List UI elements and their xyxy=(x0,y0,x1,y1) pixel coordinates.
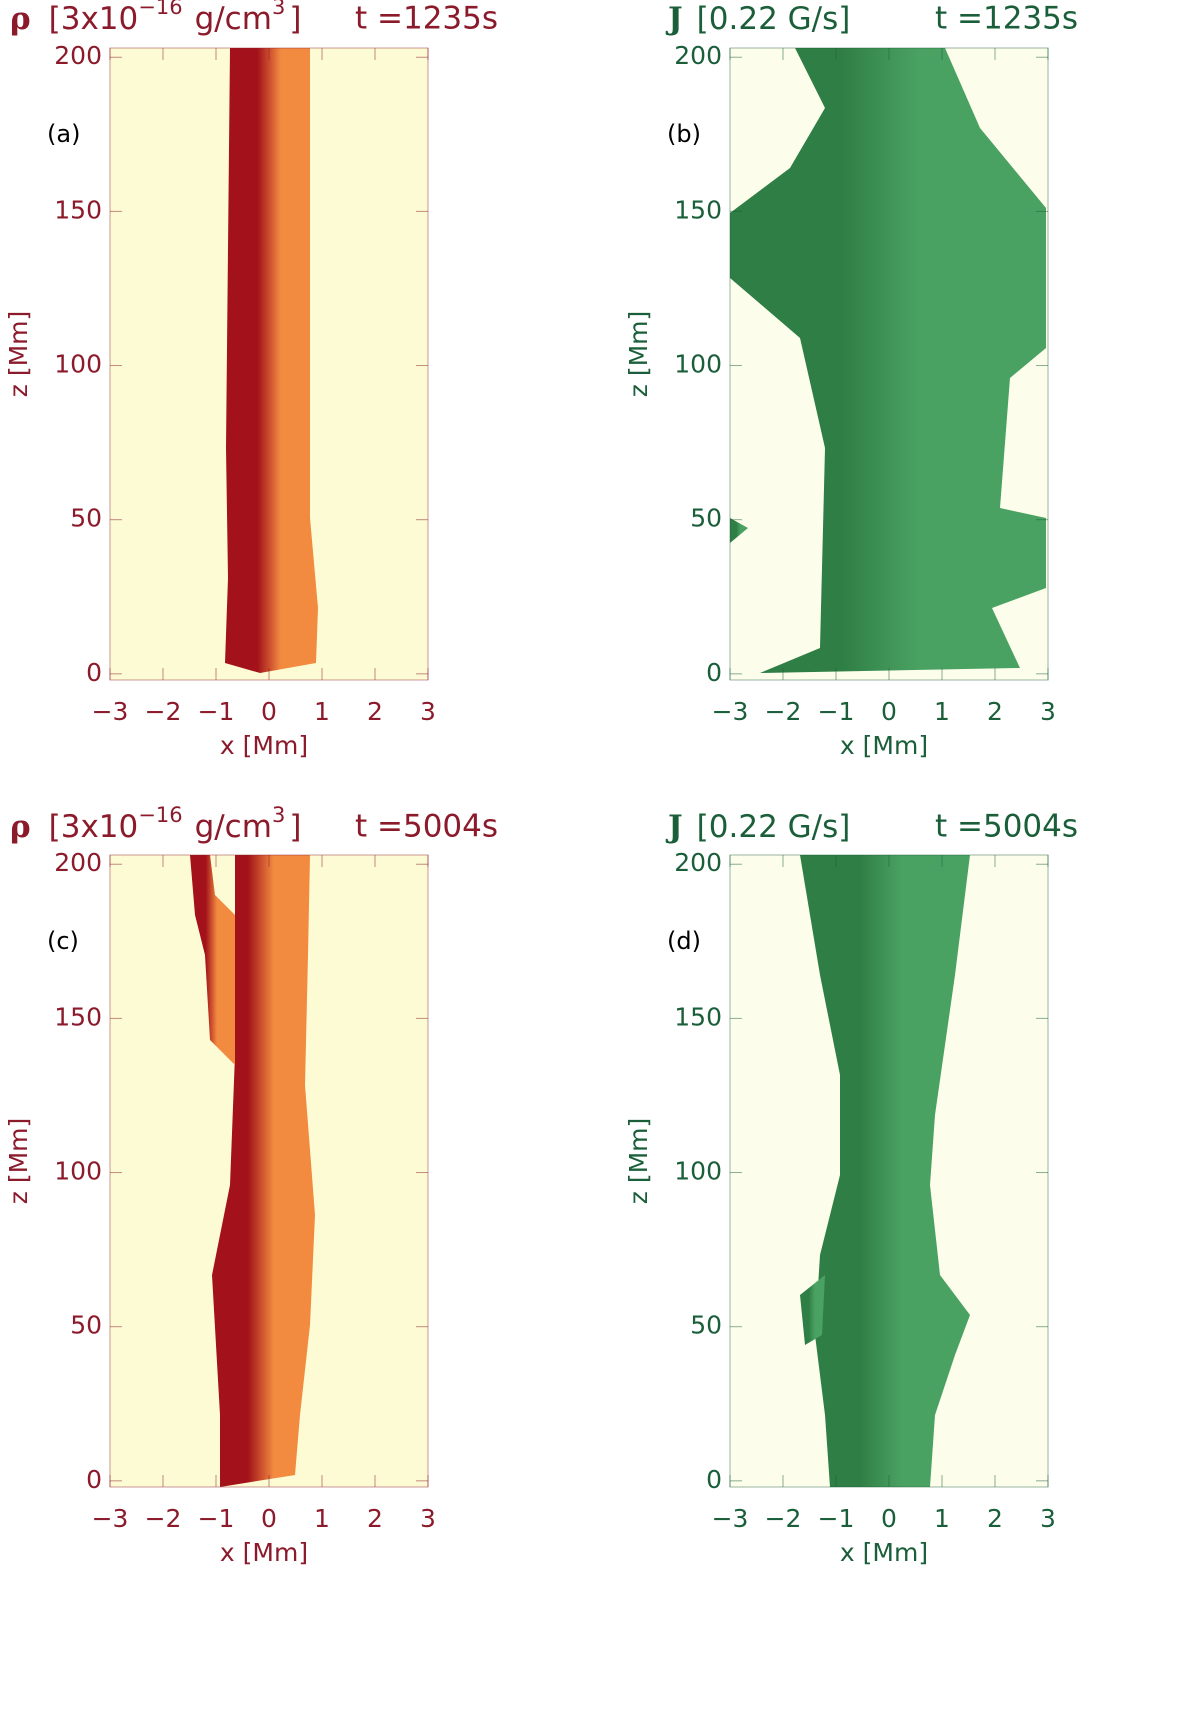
y-tick-label: 50 xyxy=(70,504,102,533)
y-tick-label: 100 xyxy=(54,1157,102,1186)
x-tick-label: 1 xyxy=(934,697,950,726)
title-part: J xyxy=(665,1,683,37)
y-tick-label: 150 xyxy=(674,1002,722,1031)
y-axis-label: z [Mm] xyxy=(624,311,653,398)
y-axis-label: z [Mm] xyxy=(4,1118,33,1205)
title-part: −16 xyxy=(138,803,182,827)
panel-title: J [0.22 G/s] xyxy=(665,809,850,845)
x-tick-label: 2 xyxy=(367,1504,383,1533)
x-tick-label: −1 xyxy=(818,1504,855,1533)
y-tick-label: 200 xyxy=(674,41,722,70)
y-tick-label: 100 xyxy=(674,1157,722,1186)
x-tick-label: 3 xyxy=(1040,1504,1056,1533)
panel-label: (c) xyxy=(47,927,79,955)
x-tick-label: 0 xyxy=(261,697,277,726)
title-part: g/cm xyxy=(195,1,272,37)
x-tick-label: 0 xyxy=(261,1504,277,1533)
title-part: ] xyxy=(289,1,301,37)
title-part: [3x10 xyxy=(49,1,139,37)
panel: −3 −2 −1 0 1 2 3 0 50 100 150 200 x [Mm] z [Mm] (d) J [0… xyxy=(624,809,1078,1568)
title-part: 3 xyxy=(272,803,285,827)
x-tick-label: −3 xyxy=(92,697,129,726)
x-tick-label: 3 xyxy=(420,1504,436,1533)
y-tick-label: 0 xyxy=(86,1465,102,1494)
y-tick-label: 100 xyxy=(674,350,722,379)
surface xyxy=(730,48,1046,673)
y-tick-label: 200 xyxy=(54,41,102,70)
y-tick-label: 150 xyxy=(54,195,102,224)
surface xyxy=(730,518,748,543)
panel: −3 −2 −1 0 1 2 3 0 50 100 150 200 x [Mm] z [Mm] (c) ρ [3… xyxy=(4,803,498,1567)
y-tick-label: 200 xyxy=(674,848,722,877)
y-tick-label: 0 xyxy=(706,658,722,687)
panel-title: ρ [3x10−16 g/cm3] xyxy=(10,0,301,37)
x-axis-label: x [Mm] xyxy=(840,1538,928,1567)
x-tick-label: −3 xyxy=(92,1504,129,1533)
title-part: ] xyxy=(289,809,301,845)
panel: −3 −2 −1 0 1 2 3 0 50 100 150 200 x [Mm] z [Mm] (b) J [0… xyxy=(624,1,1078,761)
x-tick-label: 2 xyxy=(367,697,383,726)
x-tick-label: 1 xyxy=(314,697,330,726)
surface xyxy=(800,855,970,1487)
title-part: [0.22 G/s] xyxy=(697,809,851,845)
y-tick-label: 100 xyxy=(54,350,102,379)
title-part: ρ xyxy=(10,809,31,845)
x-tick-label: 2 xyxy=(987,697,1003,726)
x-tick-label: 0 xyxy=(881,697,897,726)
title-part: ρ xyxy=(10,1,31,37)
title-part: [0.22 G/s] xyxy=(697,1,851,37)
title-part: −16 xyxy=(138,0,182,19)
surface xyxy=(800,1275,825,1345)
x-axis-label: x [Mm] xyxy=(840,731,928,760)
y-tick-label: 0 xyxy=(706,1465,722,1494)
x-tick-label: −2 xyxy=(145,697,182,726)
x-tick-label: −1 xyxy=(818,697,855,726)
x-tick-label: 3 xyxy=(420,697,436,726)
panel-time: t =1235s xyxy=(355,1,498,37)
x-tick-label: −1 xyxy=(198,1504,235,1533)
y-tick-label: 0 xyxy=(86,658,102,687)
x-tick-label: 1 xyxy=(934,1504,950,1533)
y-tick-label: 50 xyxy=(70,1311,102,1340)
panel-time: t =5004s xyxy=(935,809,1078,845)
panel-time: t =1235s xyxy=(935,1,1078,37)
x-tick-label: −2 xyxy=(765,1504,802,1533)
panel-title: ρ [3x10−16 g/cm3] xyxy=(10,803,301,845)
y-tick-label: 50 xyxy=(690,1311,722,1340)
title-part: g/cm xyxy=(195,809,272,845)
panel-label: (a) xyxy=(47,120,80,148)
y-tick-label: 50 xyxy=(690,504,722,533)
x-axis-label: x [Mm] xyxy=(220,1538,308,1567)
x-tick-label: 1 xyxy=(314,1504,330,1533)
x-tick-label: −2 xyxy=(145,1504,182,1533)
title-part: 3 xyxy=(272,0,285,19)
y-tick-label: 200 xyxy=(54,848,102,877)
title-part: J xyxy=(665,809,683,845)
x-tick-label: 2 xyxy=(987,1504,1003,1533)
panel-title: J [0.22 G/s] xyxy=(665,1,850,37)
title-part: [3x10 xyxy=(49,809,139,845)
panel-label: (b) xyxy=(667,120,701,148)
surface xyxy=(212,855,315,1487)
x-axis-label: x [Mm] xyxy=(220,731,308,760)
x-tick-label: −3 xyxy=(712,1504,749,1533)
panel: −3 −2 −1 0 1 2 3 0 50 100 150 200 x [Mm] z [Mm] (a) ρ [3… xyxy=(4,0,498,760)
y-axis-label: z [Mm] xyxy=(4,311,33,398)
panel-time: t =5004s xyxy=(355,809,498,845)
panel-label: (d) xyxy=(667,927,701,955)
x-tick-label: −1 xyxy=(198,697,235,726)
x-tick-label: 0 xyxy=(881,1504,897,1533)
surface xyxy=(190,855,235,1065)
x-tick-label: −3 xyxy=(712,697,749,726)
y-tick-label: 150 xyxy=(54,1002,102,1031)
y-axis-label: z [Mm] xyxy=(624,1118,653,1205)
y-tick-label: 150 xyxy=(674,195,722,224)
x-tick-label: −2 xyxy=(765,697,802,726)
surface xyxy=(225,48,318,673)
x-tick-label: 3 xyxy=(1040,697,1056,726)
